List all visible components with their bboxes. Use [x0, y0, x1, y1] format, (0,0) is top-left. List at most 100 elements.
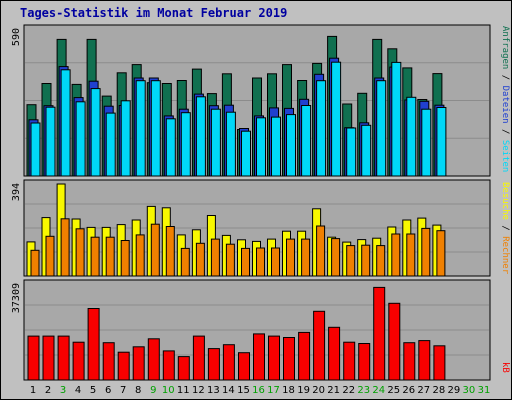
bar-kb-day-28 — [433, 345, 446, 381]
bar-seiten-day-8 — [135, 80, 146, 177]
bar-kb-day-6 — [102, 342, 115, 381]
y-max-label-bottom: 37309 — [11, 283, 22, 313]
x-tick-label-25: 25 — [387, 385, 400, 396]
bar-rechner-day-19 — [301, 238, 311, 277]
side-legend-part-1: / — [500, 69, 510, 85]
x-tick-label-4: 4 — [75, 385, 81, 396]
bar-seiten-day-6 — [105, 112, 116, 177]
bar-kb-day-14 — [222, 344, 235, 381]
bar-seiten-day-17 — [271, 116, 281, 177]
bar-kb-day-7 — [117, 351, 130, 381]
bar-seiten-day-9 — [150, 80, 161, 177]
bar-seiten-day-15 — [241, 130, 251, 177]
bar-kb-day-8 — [132, 346, 145, 381]
bar-rechner-day-20 — [316, 225, 326, 277]
side-legend-part-2: Dateien — [500, 86, 510, 124]
bar-seiten-day-24 — [376, 80, 387, 177]
bar-kb-day-15 — [238, 352, 250, 381]
x-tick-label-18: 18 — [282, 385, 295, 396]
bar-kb-day-11 — [177, 356, 190, 381]
bar-kb-day-17 — [268, 335, 280, 381]
bar-rechner-day-6 — [105, 236, 115, 277]
bar-rechner-day-7 — [120, 240, 130, 277]
y-max-label-middle: 394 — [11, 183, 22, 201]
y-max-label-top: 590 — [11, 28, 22, 46]
x-tick-label-30: 30 — [463, 385, 476, 396]
bar-kb-day-5 — [87, 308, 100, 381]
bar-rechner-day-15 — [241, 247, 250, 277]
bar-kb-day-25 — [388, 302, 401, 381]
bar-seiten-day-1 — [30, 122, 41, 177]
bar-rechner-day-4 — [75, 228, 85, 277]
bar-seiten-day-25 — [391, 61, 402, 177]
x-tick-label-7: 7 — [120, 385, 126, 396]
chart-bars — [26, 35, 447, 381]
x-tick-label-27: 27 — [417, 385, 430, 396]
bar-seiten-day-2 — [45, 106, 56, 177]
bar-rechner-day-10 — [165, 226, 175, 277]
bar-kb-day-26 — [403, 342, 416, 381]
bar-rechner-day-23 — [361, 244, 371, 277]
bar-seiten-day-4 — [75, 101, 86, 177]
x-tick-label-21: 21 — [327, 385, 340, 396]
side-legend: Anfragen / Dateien / Seiten Besuche / Rec… — [500, 26, 510, 373]
x-tick-label-26: 26 — [402, 385, 415, 396]
bar-kb-day-24 — [373, 286, 386, 381]
x-axis-labels: 1 2 3 4 5 6 7 8 9 10 11 12 13 14 15 16 17 18 19 20 21 22 23 24 2… — [30, 385, 491, 396]
x-tick-label-6: 6 — [105, 385, 111, 396]
bar-seiten-day-28 — [436, 107, 447, 177]
x-tick-label-23: 23 — [357, 385, 370, 396]
bar-rechner-day-21 — [331, 238, 341, 277]
bar-rechner-day-2 — [45, 235, 55, 277]
bar-kb-day-18 — [283, 337, 295, 381]
bar-kb-day-16 — [253, 333, 265, 381]
bar-rechner-day-3 — [60, 218, 70, 277]
bar-kb-day-22 — [343, 341, 356, 381]
y-axis-labels: 590 394 37309 — [11, 28, 22, 313]
bar-kb-day-1 — [27, 335, 40, 381]
bar-seiten-day-21 — [331, 61, 342, 177]
x-tick-label-12: 12 — [192, 385, 205, 396]
bar-rechner-day-14 — [225, 243, 235, 277]
bar-kb-day-19 — [298, 331, 311, 381]
side-legend-mid-part-2: Rechner — [500, 236, 510, 275]
side-legend-part-3: / — [500, 124, 510, 140]
bar-rechner-day-9 — [150, 223, 160, 277]
bar-rechner-day-17 — [271, 247, 280, 277]
x-tick-label-15: 15 — [237, 385, 250, 396]
x-tick-label-20: 20 — [312, 385, 325, 396]
bar-seiten-day-18 — [286, 114, 296, 177]
side-legend-mid-part-0: Besuche — [500, 182, 510, 220]
bar-rechner-day-24 — [376, 245, 386, 277]
bar-seiten-day-11 — [180, 112, 191, 177]
bar-seiten-day-14 — [225, 111, 236, 177]
bar-rechner-day-22 — [346, 245, 356, 277]
bar-seiten-day-27 — [421, 108, 432, 177]
bar-rechner-day-1 — [30, 249, 40, 277]
x-tick-label-31: 31 — [478, 385, 491, 396]
x-tick-label-1: 1 — [30, 385, 36, 396]
bar-rechner-day-25 — [391, 233, 401, 277]
side-legend-part-0: Anfragen — [500, 26, 510, 69]
side-legend-part-4: Seiten — [500, 140, 510, 173]
side-legend-mid-part-1: / — [500, 220, 510, 236]
bar-seiten-day-3 — [60, 69, 71, 177]
bar-seiten-day-5 — [90, 88, 101, 177]
x-tick-label-9: 9 — [150, 385, 156, 396]
bar-kb-day-4 — [72, 341, 85, 381]
side-legend-middle: Besuche / Rechner — [500, 182, 510, 275]
x-tick-label-13: 13 — [207, 385, 220, 396]
bar-seiten-day-23 — [361, 124, 372, 177]
bar-seiten-day-22 — [346, 127, 357, 177]
bar-rechner-day-16 — [256, 247, 265, 277]
x-tick-label-29: 29 — [448, 385, 461, 396]
bar-kb-day-9 — [147, 338, 160, 381]
x-tick-label-8: 8 — [135, 385, 141, 396]
bar-seiten-day-7 — [120, 100, 131, 177]
bar-seiten-day-10 — [165, 118, 176, 177]
x-tick-label-19: 19 — [297, 385, 310, 396]
bar-rechner-day-12 — [195, 242, 205, 277]
bar-seiten-day-19 — [301, 105, 312, 177]
bar-kb-day-13 — [207, 348, 220, 381]
